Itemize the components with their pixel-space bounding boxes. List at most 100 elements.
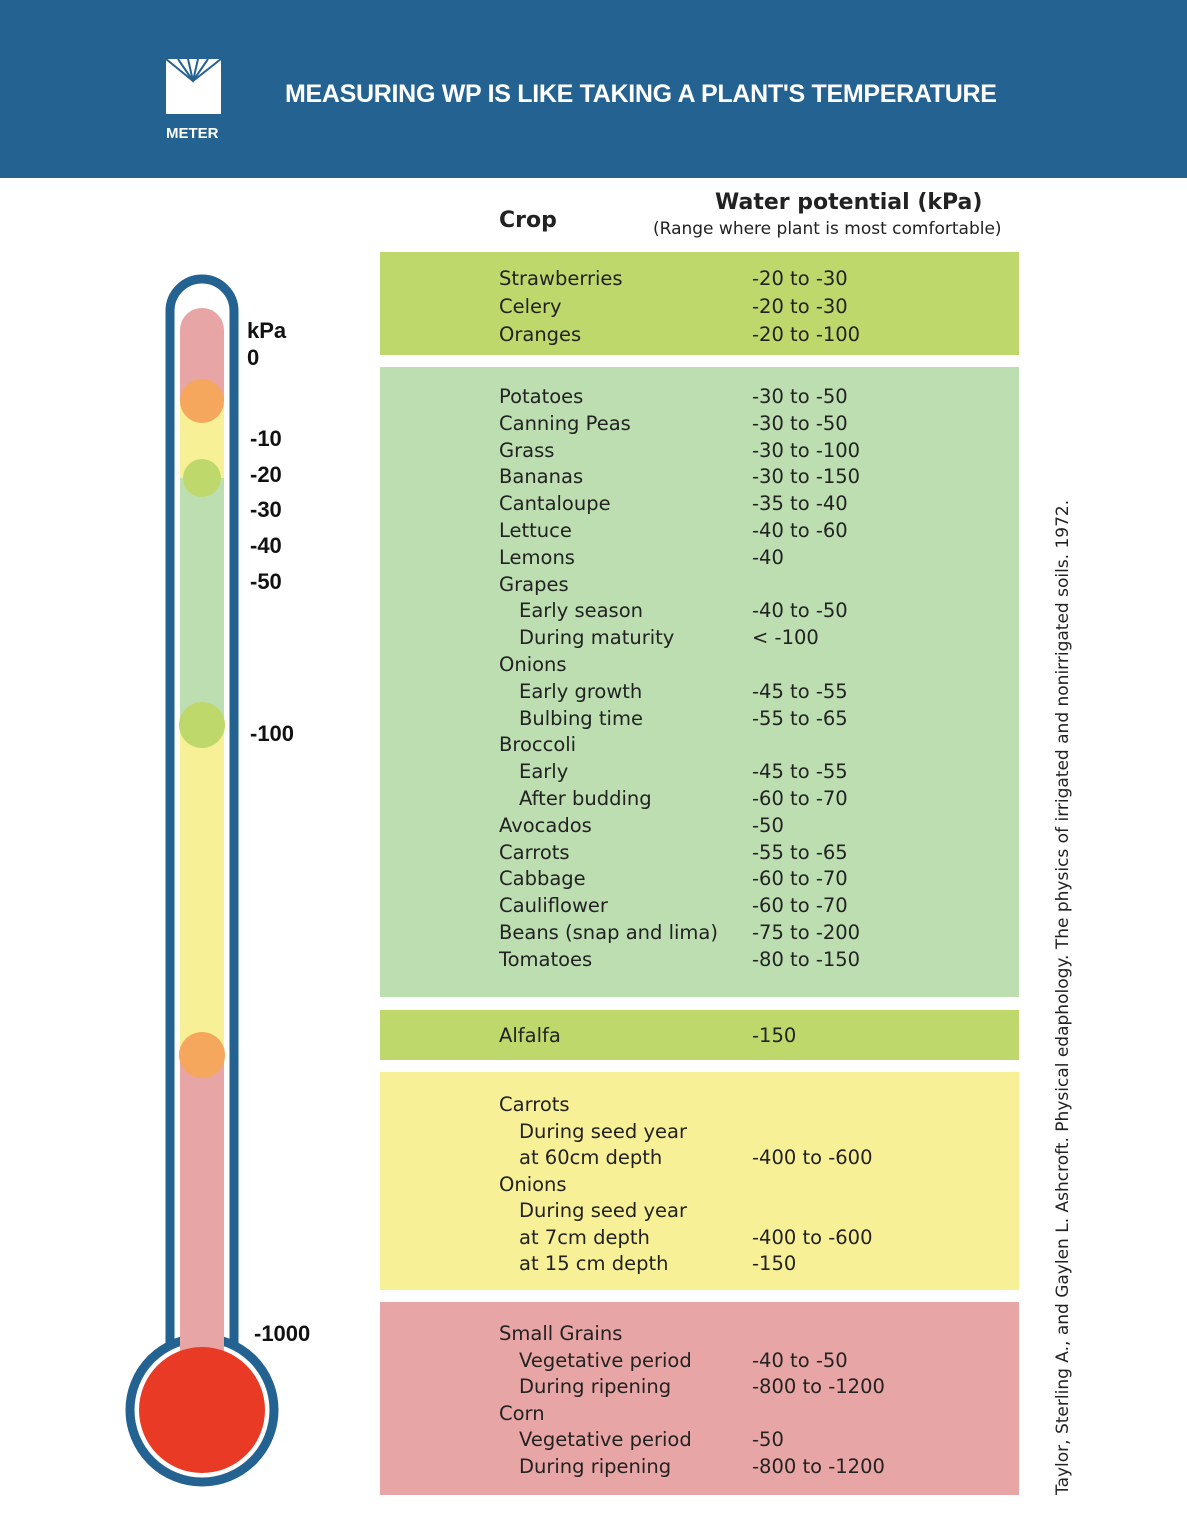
water-potential-value: -30 to -150 bbox=[752, 465, 861, 489]
table-row: Early growth -45 to -55 bbox=[380, 678, 1019, 705]
water-potential-value: -30 to -50 bbox=[752, 385, 848, 408]
table-row: Canning Peas -30 to -50 bbox=[380, 410, 1019, 437]
column-header-crop: Crop bbox=[499, 208, 557, 233]
water-potential-value: -150 bbox=[752, 1024, 797, 1047]
table-row: During ripening -800 to -1200 bbox=[380, 1373, 1019, 1400]
water-potential-value: -60 to -70 bbox=[752, 786, 848, 810]
table-row: Onions bbox=[380, 651, 1019, 678]
crop-name: Cantaloupe bbox=[499, 492, 611, 516]
table-row: Potatoes -30 to -50 bbox=[380, 383, 1019, 410]
crop-name: During ripening bbox=[519, 1454, 672, 1478]
crop-name: Cauliflower bbox=[499, 894, 608, 918]
crop-name: Onions bbox=[499, 1172, 567, 1196]
crop-name: Lemons bbox=[499, 545, 575, 569]
table-row: Bulbing time -55 to -65 bbox=[380, 705, 1019, 732]
crop-name: Beans (snap and lima) bbox=[499, 920, 718, 944]
water-potential-value: -400 to -600 bbox=[752, 1225, 873, 1249]
table-row: Celery -20 to -30 bbox=[380, 293, 1019, 321]
table-row: Alfalfa -150 bbox=[380, 1022, 1019, 1049]
crop-name: During maturity bbox=[519, 626, 675, 650]
table-row: During ripening -800 to -1200 bbox=[380, 1453, 1019, 1480]
crop-name: Potatoes bbox=[499, 385, 584, 408]
crop-name: Celery bbox=[499, 295, 562, 318]
table-row: Lemons -40 bbox=[380, 544, 1019, 571]
water-potential-value: -150 bbox=[752, 1252, 797, 1275]
table-row: Grass -30 to -100 bbox=[380, 437, 1019, 464]
table-row: Avocados -50 bbox=[380, 812, 1019, 839]
crop-name: Carrots bbox=[499, 1093, 570, 1116]
water-potential-value: -35 to -40 bbox=[752, 492, 848, 516]
crop-section: Alfalfa -150 bbox=[380, 1010, 1019, 1060]
logo-text: METER bbox=[166, 125, 219, 142]
table-row: After budding -60 to -70 bbox=[380, 785, 1019, 812]
table-row: During seed year bbox=[380, 1197, 1019, 1224]
water-potential-value: -40 to -50 bbox=[752, 599, 848, 623]
table-row: During seed year bbox=[380, 1118, 1019, 1145]
table-row: Cauliflower -60 to -70 bbox=[380, 892, 1019, 919]
crop-name: Vegetative period bbox=[519, 1428, 692, 1451]
water-potential-value: -30 to -50 bbox=[752, 411, 848, 435]
table-row: Early -45 to -55 bbox=[380, 758, 1019, 785]
crop-name: Cabbage bbox=[499, 867, 586, 891]
table-row: Vegetative period -50 bbox=[380, 1426, 1019, 1453]
crop-section: Strawberries -20 to -30 Celery -20 to -30 Or… bbox=[380, 252, 1019, 355]
crop-name: Bulbing time bbox=[519, 706, 643, 730]
table-row: Cantaloupe -35 to -40 bbox=[380, 490, 1019, 517]
crop-section: Small Grains Vegetative period -40 to -50 D… bbox=[380, 1302, 1019, 1495]
water-potential-value: -40 to -50 bbox=[752, 1348, 848, 1372]
crop-name: Grapes bbox=[499, 572, 569, 596]
crop-name: at 60cm depth bbox=[519, 1146, 663, 1169]
water-potential-value: -50 bbox=[752, 813, 784, 837]
crop-name: Canning Peas bbox=[499, 411, 631, 435]
water-potential-value: -40 to -60 bbox=[752, 518, 848, 542]
table-row: Broccoli bbox=[380, 731, 1019, 758]
crop-name: Avocados bbox=[499, 813, 592, 837]
crop-name: Tomatoes bbox=[499, 947, 593, 971]
tick-label: -1000 bbox=[254, 1321, 311, 1346]
citation: Taylor, Sterling A., and Gaylen L. Ashcr… bbox=[1053, 499, 1073, 1495]
crop-name: Bananas bbox=[499, 465, 584, 489]
table-row: Oranges -20 to -100 bbox=[380, 321, 1019, 349]
crop-name: at 7cm depth bbox=[519, 1225, 650, 1249]
table-row: Lettuce -40 to -60 bbox=[380, 517, 1019, 544]
crop-name: Broccoli bbox=[499, 733, 577, 757]
table-row: Carrots bbox=[380, 1091, 1019, 1118]
thermometer bbox=[125, 274, 279, 1487]
crop-name: Grass bbox=[499, 438, 555, 462]
table-row: Corn bbox=[380, 1400, 1019, 1427]
crop-name: Carrots bbox=[499, 840, 570, 864]
water-potential-value: -400 to -600 bbox=[752, 1146, 873, 1169]
zone-green bbox=[180, 478, 224, 725]
column-header-water-potential: Water potential (kPa) bbox=[715, 190, 983, 215]
crop-name: During seed year bbox=[519, 1199, 687, 1222]
tick-label: -50 bbox=[250, 569, 282, 594]
crop-section: Carrots During seed year at 60cm depth -400… bbox=[380, 1072, 1019, 1290]
water-potential-value: -75 to -200 bbox=[752, 920, 861, 944]
tick-label: -20 bbox=[250, 462, 282, 487]
crop-name: Vegetative period bbox=[519, 1348, 692, 1372]
crop-name: After budding bbox=[519, 786, 652, 810]
marker-orange bbox=[179, 1032, 225, 1078]
crop-name: During seed year bbox=[519, 1119, 687, 1143]
crop-name: Onions bbox=[499, 652, 567, 676]
table-row: Early season -40 to -50 bbox=[380, 597, 1019, 624]
table-row: Vegetative period -40 to -50 bbox=[380, 1347, 1019, 1374]
tick-label: -30 bbox=[250, 497, 282, 522]
marker-green bbox=[183, 459, 221, 497]
crop-name: Lettuce bbox=[499, 518, 572, 542]
marker-orange bbox=[180, 379, 224, 423]
header-banner: METER MEASURING WP IS LIKE TAKING A PLAN… bbox=[0, 0, 1187, 178]
table-row: Cabbage -60 to -70 bbox=[380, 865, 1019, 892]
crop-name: Small Grains bbox=[499, 1322, 623, 1345]
meter-logo bbox=[166, 59, 221, 114]
crop-name: Strawberries bbox=[499, 267, 623, 290]
water-potential-value: -45 to -55 bbox=[752, 760, 848, 784]
crop-name: Early bbox=[519, 760, 569, 784]
table-row: at 60cm depth -400 to -600 bbox=[380, 1144, 1019, 1171]
water-potential-value: -20 to -100 bbox=[752, 323, 861, 346]
water-potential-value: -55 to -65 bbox=[752, 840, 848, 864]
table-row: Carrots -55 to -65 bbox=[380, 839, 1019, 866]
water-potential-value: -50 bbox=[752, 1428, 784, 1451]
table-row: at 15 cm depth -150 bbox=[380, 1250, 1019, 1277]
water-potential-value: -800 to -1200 bbox=[752, 1454, 885, 1478]
